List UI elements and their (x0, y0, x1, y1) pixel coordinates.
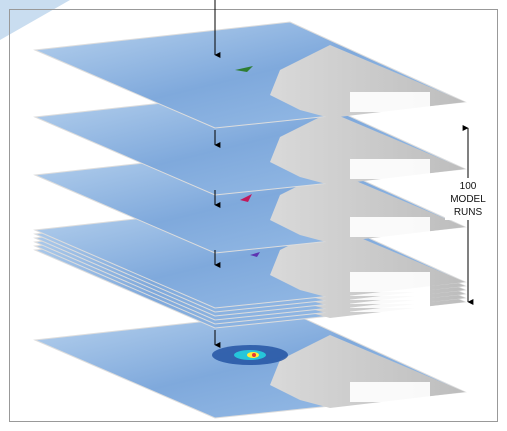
label-line: MODEL (450, 194, 486, 205)
frame (9, 9, 498, 422)
label-line: RUNS (454, 207, 483, 218)
flow-arrows (214, 0, 474, 348)
plumes (212, 66, 288, 365)
corner-shape (0, 0, 70, 40)
label-line: 100 (460, 181, 477, 192)
label-background (445, 178, 491, 220)
